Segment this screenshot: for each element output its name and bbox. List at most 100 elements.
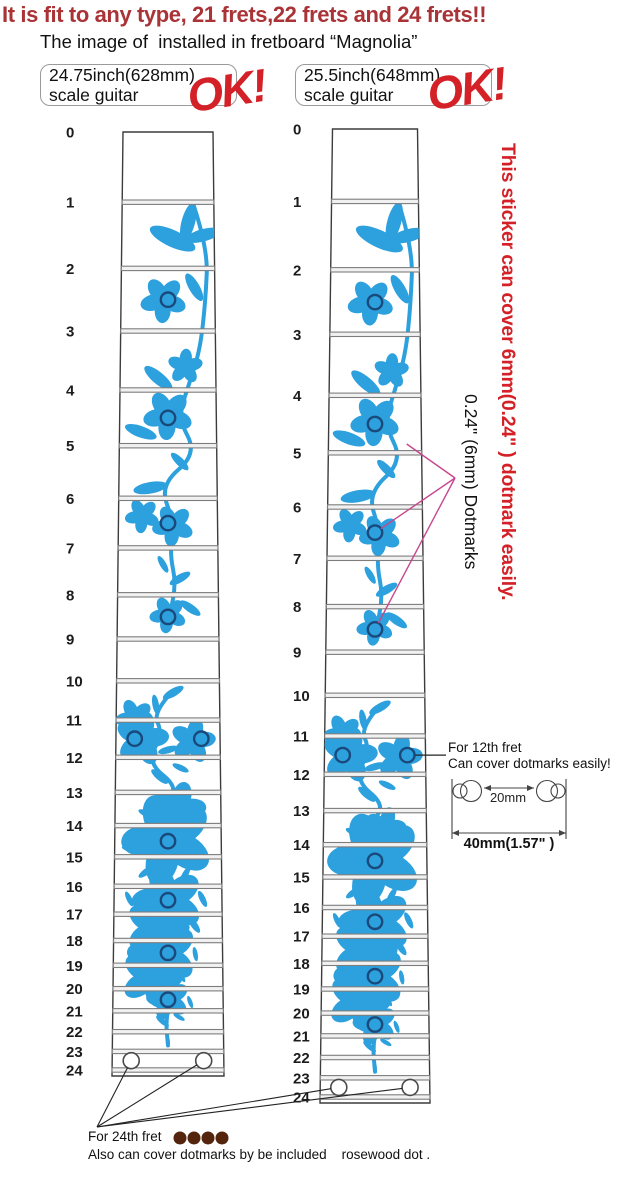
fret-wire	[120, 265, 216, 272]
fret-wire	[322, 841, 428, 848]
magnolia-leaf	[385, 612, 408, 629]
fret-number: 22	[66, 1024, 83, 1041]
pink-pointer-line	[380, 477, 456, 530]
fret-number: 5	[66, 438, 74, 455]
sticker-dot-circle	[535, 779, 559, 803]
arrowhead-right	[559, 830, 566, 836]
open-dotmark-circle	[194, 1051, 213, 1070]
flower-center	[343, 518, 358, 532]
dotmark-circle	[366, 293, 384, 311]
magnolia-leaf	[390, 274, 410, 304]
magnolia-leaf	[158, 745, 178, 755]
flower-center	[384, 364, 399, 378]
dotmark-circle	[159, 291, 177, 309]
dotmark-circle	[192, 730, 210, 748]
magnolia-leaf	[390, 227, 427, 244]
fret-number: 3	[66, 324, 74, 341]
magnolia-flower	[374, 353, 409, 387]
dotmark-small-circle	[550, 783, 566, 799]
fret-wire	[111, 1028, 225, 1035]
size-diagram-outer-label: 40mm(1.57" )	[463, 836, 555, 852]
rosewood-dot	[215, 1131, 229, 1145]
fret-wire	[319, 1075, 431, 1081]
flower-center	[158, 405, 178, 425]
magnolia-leaf	[358, 786, 376, 802]
magnolia-leaf	[380, 1038, 392, 1047]
magnolia-leaf	[169, 571, 191, 586]
magnolia-leaf	[151, 769, 168, 784]
fret-wire	[328, 392, 422, 399]
fret-number: 11	[66, 713, 82, 730]
dotmark-circle	[334, 746, 352, 764]
fret-number: 7	[293, 551, 301, 568]
dotmark-circle	[366, 1016, 384, 1033]
flower-center	[365, 411, 385, 431]
fret12-note-line1: For 12th fret	[448, 740, 522, 755]
fret-wire	[120, 328, 216, 334]
fret-wire	[113, 937, 223, 944]
fret-wire	[121, 199, 215, 205]
magnolia-leaf	[355, 225, 403, 253]
fret24-pointer-line	[96, 1087, 403, 1128]
fret24-note-line1: For 24th fret	[88, 1129, 162, 1144]
open-dotmark-circle	[401, 1078, 419, 1097]
fret-wire	[111, 1048, 225, 1055]
fret-number: 11	[293, 729, 309, 746]
fret-number: 3	[293, 327, 301, 344]
fret-number: 18	[293, 956, 310, 973]
fret-number: 9	[66, 632, 74, 649]
fret-wire	[320, 1010, 430, 1016]
fret-number: 1	[66, 195, 74, 212]
magnolia-leaf	[133, 481, 168, 495]
magnolia-leaf	[399, 970, 405, 985]
fret-number: 12	[66, 750, 83, 767]
fret-wire	[320, 986, 430, 992]
fret-number: 20	[293, 1006, 310, 1023]
fret-number: 6	[293, 500, 301, 517]
magnolia-leaf	[156, 1015, 169, 1027]
magnolia-leaf	[363, 1041, 376, 1053]
fret-number: 15	[293, 870, 310, 887]
magnolia-leaf	[166, 1036, 170, 1048]
magnolia-leaf	[173, 1013, 185, 1021]
magnolia-leaf	[346, 886, 363, 899]
fret-number: 1	[293, 194, 301, 211]
magnolia-leaf	[340, 489, 376, 503]
fret-number: 20	[66, 981, 83, 998]
fret24-pointer-line	[96, 1088, 331, 1128]
size-diagram-inner-label: 20mm	[489, 790, 527, 805]
fret-wire	[320, 1054, 430, 1061]
magnolia-flower	[332, 509, 367, 543]
magnolia-leaf	[383, 993, 393, 1007]
flower-center	[361, 293, 380, 312]
fret-wire	[326, 555, 424, 562]
fret-number: 7	[66, 540, 74, 557]
magnolia-leaf	[385, 202, 403, 242]
magnolia-flower	[168, 348, 203, 383]
fret12-note-line2: Can cover dotmarks easily!	[448, 755, 611, 771]
fret-wire	[323, 771, 427, 778]
scale-label-line2: scale guitar	[49, 84, 139, 105]
fret24-note-line2: Also can cover dotmarks by be included r…	[88, 1147, 431, 1162]
dotmark-circle	[159, 944, 177, 962]
magnolia-leaf	[125, 891, 134, 907]
fret-number: 19	[66, 958, 83, 975]
fret-wire	[117, 592, 219, 598]
open-dotmark-circle	[122, 1051, 140, 1070]
fret-number: 6	[66, 491, 74, 508]
fret-wire	[114, 854, 223, 860]
magnolia-leaf	[329, 865, 346, 873]
fret-number: 17	[293, 929, 310, 946]
fret-wire	[325, 603, 425, 610]
page-title: It is fit to any type, 21 frets,22 frets…	[2, 2, 487, 27]
magnolia-leaf	[149, 225, 196, 252]
dotmark-circle	[366, 621, 384, 638]
ok-stamp-left: OK!	[183, 58, 270, 123]
scale-label-24-75: 24.75inch(628mm) scale guitar	[40, 64, 237, 106]
fret-number: 2	[293, 262, 301, 279]
magnolia-leaf	[170, 452, 189, 471]
fret-number: 14	[66, 818, 83, 835]
fret-wire	[118, 495, 218, 502]
magnolia-leaf	[177, 969, 186, 983]
magnolia-leaf	[373, 1062, 377, 1074]
